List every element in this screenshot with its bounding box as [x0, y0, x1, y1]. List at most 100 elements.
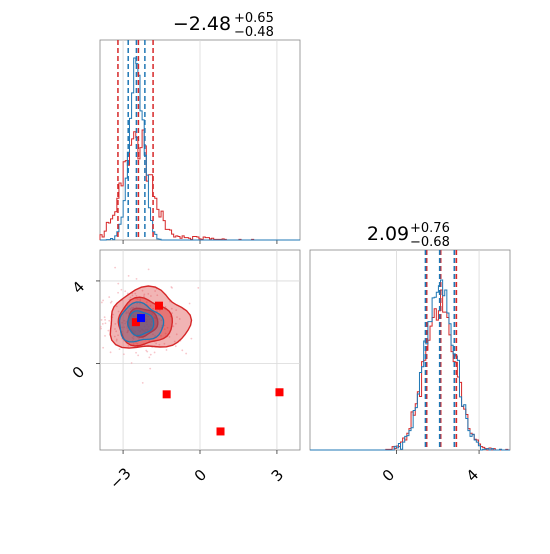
sample-point [152, 307, 155, 310]
sample-point [154, 335, 156, 337]
sample-point [130, 306, 133, 309]
sample-point [164, 332, 167, 335]
sample-point [115, 305, 118, 308]
sample-point [107, 329, 110, 332]
sample-point [113, 335, 116, 338]
param1-plus: +0.65 [234, 11, 274, 26]
sample-point [160, 335, 162, 337]
y-tick-label-4: 4 [69, 278, 88, 297]
sample-point [190, 337, 193, 340]
sample-point [117, 310, 120, 313]
x2-tick-label-0: 0 [379, 466, 398, 485]
sample-point [136, 302, 139, 305]
sample-point [127, 310, 130, 312]
sample-point [168, 336, 171, 338]
sample-point [126, 331, 129, 334]
sample-point [136, 342, 139, 345]
sample-point [170, 307, 173, 310]
sample-point [135, 277, 138, 280]
sample-point [149, 304, 152, 307]
sample-point [125, 320, 128, 323]
sample-point [132, 335, 135, 338]
sample-point [135, 294, 138, 297]
sample-point [158, 343, 161, 346]
sample-point [132, 306, 135, 309]
sample-point [127, 329, 129, 332]
sample-point [118, 348, 121, 351]
sample-point [160, 319, 163, 322]
sample-point [117, 291, 119, 294]
sample-point [114, 323, 117, 325]
sample-point [123, 326, 126, 329]
sample-point [145, 301, 148, 304]
sample-point [156, 294, 159, 297]
red-marker [162, 390, 171, 399]
y-tick-label-0: 0 [69, 363, 88, 382]
param1-title: −2.48 [173, 13, 231, 35]
sample-point [131, 294, 134, 297]
sample-point [158, 318, 160, 320]
sample-point [171, 312, 173, 314]
sample-point [137, 338, 140, 340]
sample-point [121, 326, 124, 329]
panel-2d-density [96, 249, 301, 454]
x-tick-label-0: 0 [191, 466, 210, 485]
param2-minus: −0.68 [410, 235, 450, 250]
sample-point [124, 290, 127, 293]
sample-point [126, 327, 129, 329]
sample-point [165, 349, 168, 351]
sample-point [108, 296, 111, 298]
sample-point [145, 349, 148, 352]
sample-point [117, 334, 119, 337]
sample-point [125, 312, 128, 315]
sample-point [108, 319, 111, 322]
x2-tick-label-4: 4 [463, 466, 482, 485]
sample-point [115, 339, 118, 342]
hist-blue-param1 [100, 57, 300, 241]
sample-point [178, 318, 181, 320]
sample-point [150, 295, 152, 297]
red-marker [154, 301, 163, 310]
sample-point [103, 316, 106, 319]
sample-point [115, 330, 118, 333]
sample-point [114, 328, 116, 330]
sample-point [112, 313, 115, 316]
sample-point [109, 351, 112, 354]
blue-marker [137, 314, 146, 323]
sample-point [100, 319, 103, 321]
sample-point [100, 301, 103, 304]
sample-point [172, 325, 175, 328]
sample-point [134, 292, 137, 295]
sample-point [181, 349, 184, 352]
sample-point [143, 293, 146, 296]
sample-point [132, 337, 135, 340]
sample-point [143, 295, 145, 298]
sample-point [197, 286, 200, 289]
sample-point [175, 333, 178, 336]
sample-point [131, 336, 134, 339]
panel-y-histogram [309, 249, 511, 454]
x-tick-label-neg3: −3 [106, 464, 134, 492]
sample-point [129, 308, 132, 310]
sample-point [137, 354, 140, 357]
sample-point [122, 353, 125, 356]
sample-point [132, 343, 135, 345]
sample-point [149, 353, 152, 356]
sample-point [100, 327, 102, 330]
sample-point [139, 298, 142, 300]
param1-minus: −0.48 [234, 25, 274, 40]
sample-point [163, 324, 166, 327]
sample-point [175, 309, 178, 311]
sample-point [139, 302, 141, 305]
sample-point [136, 298, 139, 301]
sample-point [153, 351, 156, 354]
panel-x-histogram [99, 39, 301, 244]
param2-title: 2.09 [367, 223, 409, 245]
sample-point [127, 344, 130, 347]
sample-point [171, 286, 173, 289]
red-marker [131, 318, 140, 327]
sample-point [188, 302, 191, 305]
sample-point [148, 356, 151, 359]
sample-point [152, 333, 154, 336]
